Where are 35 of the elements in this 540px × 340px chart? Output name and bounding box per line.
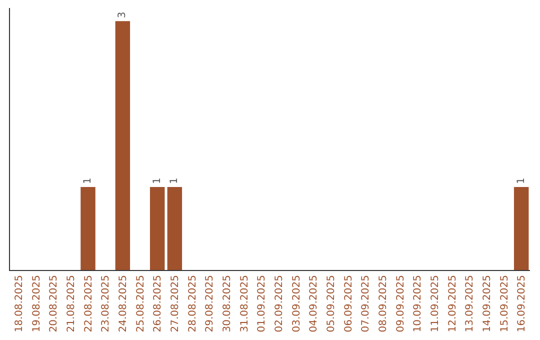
- x-tick-label: 29.08.2025: [204, 275, 216, 332]
- x-tick-label: 18.08.2025: [14, 275, 25, 332]
- x-tick-label: 22.08.2025: [83, 275, 94, 332]
- x-tick-label: 19.08.2025: [31, 275, 42, 332]
- x-tick-label: 21.08.2025: [66, 275, 77, 332]
- x-tick-label: 31.08.2025: [239, 275, 250, 332]
- x-tick-label: 10.09.2025: [412, 275, 424, 332]
- x-tick-label: 26.08.2025: [152, 275, 164, 332]
- x-tick-label: 30.08.2025: [222, 275, 233, 332]
- x-tick-label: 06.09.2025: [343, 275, 354, 332]
- x-tick-label: 28.08.2025: [187, 275, 198, 332]
- x-tick-label: 08.09.2025: [378, 275, 389, 332]
- x-tick-label: 11.09.2025: [430, 275, 441, 332]
- x-tick-label: 03.09.2025: [291, 275, 302, 332]
- x-tick-label: 05.09.2025: [326, 275, 337, 332]
- x-tick-label: 02.09.2025: [274, 275, 285, 332]
- data-label: 1: [169, 178, 180, 184]
- data-label: 3: [117, 12, 128, 18]
- x-tick-label: 25.08.2025: [135, 275, 146, 332]
- x-tick-label: 24.08.2025: [118, 275, 129, 332]
- x-tick-label: 01.09.2025: [256, 275, 268, 332]
- x-tick-label: 16.09.2025: [516, 275, 528, 332]
- x-tick-label: 04.09.2025: [308, 275, 320, 332]
- x-tick-label: 13.09.2025: [464, 275, 476, 332]
- x-tick-label: 14.09.2025: [482, 275, 493, 332]
- data-label: 1: [82, 178, 94, 184]
- x-tick-label: 23.08.2025: [100, 275, 112, 332]
- x-tick-label: 20.08.2025: [48, 275, 60, 332]
- x-tick-label: 15.09.2025: [499, 275, 510, 332]
- x-tick-label: 12.09.2025: [447, 275, 458, 332]
- x-tick-label: 09.09.2025: [395, 275, 406, 332]
- x-tick-label: 07.09.2025: [360, 275, 372, 332]
- x-tick-label: 27.08.2025: [170, 275, 181, 332]
- data-label: 1: [516, 178, 527, 184]
- data-label: 1: [152, 178, 163, 184]
